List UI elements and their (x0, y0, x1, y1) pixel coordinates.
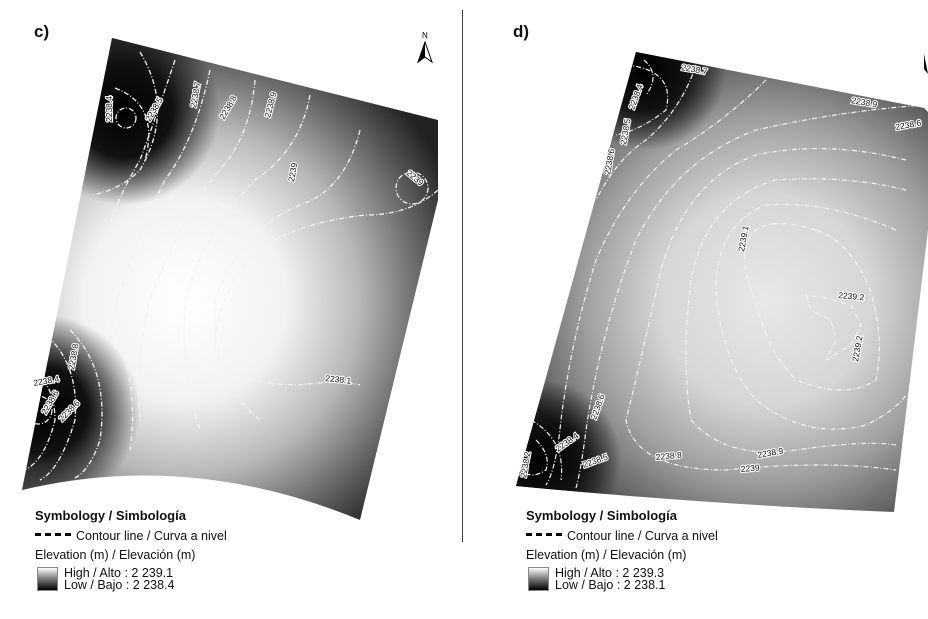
contour-lines (520, 59, 927, 489)
contour-label: 2238.1 (325, 373, 352, 386)
elevation-map-c: 2238.4 2238.5 2238.7 2238.8 2238.9 2239 … (22, 31, 438, 520)
legend-title: Symbology / Simbología (526, 508, 677, 523)
gradient-swatch-icon (37, 567, 58, 591)
legend: Symbology / Simbología Contour line / Cu… (35, 508, 227, 591)
contour-line-icon (35, 533, 71, 539)
legend-low: Low / Bajo : 2 238.1 (555, 578, 666, 592)
legend-high: High / Alto : 2 239.1 (64, 566, 174, 580)
contour-label: 2239 (740, 462, 760, 474)
panel-label: c) (34, 22, 50, 41)
legend-low: Low / Bajo : 2 238.4 (64, 578, 175, 592)
legend-elevation: Elevation (m) / Elevación (m) (35, 548, 196, 562)
legend-title: Symbology / Simbología (35, 508, 186, 523)
gradient-swatch-icon (528, 567, 549, 591)
legend-high: High / Alto : 2 239.3 (555, 566, 665, 580)
contour-label: 2239 (286, 162, 299, 183)
elevation-map-d: 2238.7 2238.9 2238.6 2238.4 2238.5 2238.… (516, 52, 928, 512)
legend-elevation: Elevation (m) / Elevación (m) (526, 548, 687, 562)
legend-contour-label: Contour line / Curva a nivel (76, 529, 227, 543)
legend-ramp: High / Alto : 2 239.3 Low / Bajo : 2 238… (528, 567, 718, 591)
legend-ramp: High / Alto : 2 239.1 Low / Bajo : 2 238… (37, 567, 227, 591)
panel-label: d) (513, 22, 530, 41)
north-label: N (422, 31, 428, 40)
north-arrow-icon: N (417, 31, 433, 64)
map-panel-d: d) (466, 0, 928, 619)
map-panel-c: c) (0, 0, 462, 619)
legend-contour: Contour line / Curva a nivel (35, 529, 227, 543)
contour-label: 2238.8 (655, 450, 682, 462)
north-arrow-icon (924, 54, 928, 74)
legend-contour: Contour line / Curva a nivel (526, 529, 718, 543)
contour-label: 2238.4 (104, 96, 114, 122)
contour-lines (22, 51, 438, 481)
legend-contour-label: Contour line / Curva a nivel (567, 529, 718, 543)
panel-divider (462, 10, 463, 542)
contour-label: 2239.2 (838, 290, 865, 302)
legend: Symbology / Simbología Contour line / Cu… (526, 508, 718, 591)
contour-line-icon (526, 533, 562, 539)
